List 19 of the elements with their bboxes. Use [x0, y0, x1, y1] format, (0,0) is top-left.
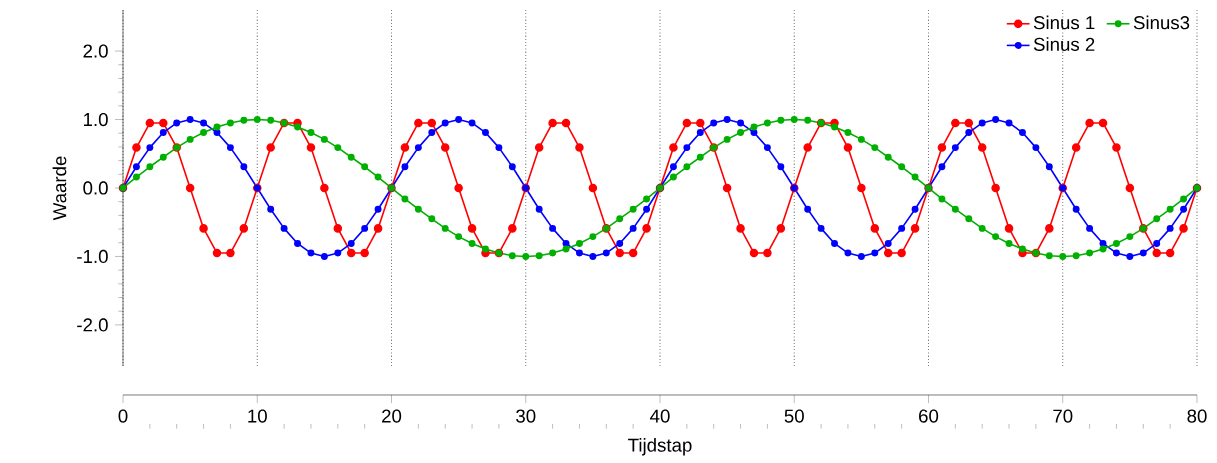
x-tick-label: 30 — [516, 409, 536, 423]
y-tick-label: -1.0 — [77, 249, 108, 264]
x-tick-label: 0 — [118, 409, 128, 423]
x-tick-label: 60 — [919, 409, 939, 423]
x-tick-label: 50 — [784, 409, 804, 423]
x-tick-label: 40 — [650, 409, 670, 423]
x-axis-title: Tijdstap — [628, 438, 692, 456]
legend-label: Sinus3 — [1133, 15, 1190, 30]
legend-label: Sinus 1 — [1033, 15, 1095, 30]
x-tick-label: 70 — [1053, 409, 1073, 423]
y-tick-label: 2.0 — [83, 44, 108, 58]
legend-label: Sinus 2 — [1033, 37, 1095, 51]
y-tick-label: 0.0 — [83, 181, 108, 195]
x-tick-label: 10 — [248, 409, 267, 423]
y-tick-label: -2.0 — [77, 318, 108, 332]
x-tick-label: 20 — [382, 409, 402, 423]
x-tick-label: 80 — [1187, 409, 1207, 423]
y-axis-title: Waarde — [52, 156, 67, 221]
y-tick-label: 1.0 — [84, 112, 108, 127]
